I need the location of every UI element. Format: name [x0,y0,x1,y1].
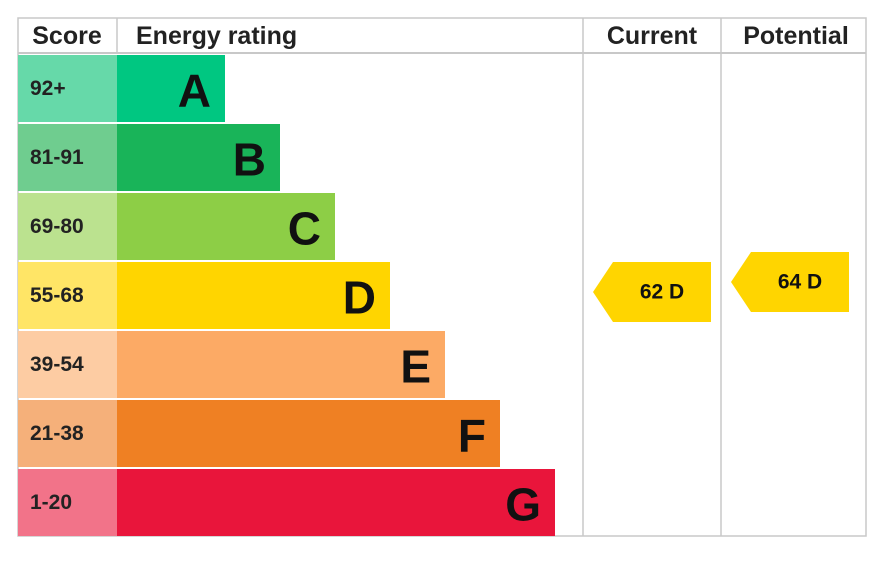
rating-bar [117,469,555,536]
rating-header: Energy rating [136,22,297,50]
score-label: 55-68 [30,284,84,307]
current-label: 62 D [640,281,684,304]
rating-letter: E [400,341,431,393]
potential-label: 64 D [778,271,822,294]
score-label: 81-91 [30,146,84,169]
rating-letter: D [343,272,376,324]
potential-arrow [731,252,849,312]
rating-bar [117,262,390,329]
score-cell [18,193,117,260]
score-label: 69-80 [30,215,84,238]
score-cell [18,124,117,191]
rating-bar [117,55,225,122]
rating-bar [117,400,500,467]
current-arrow [593,262,711,322]
potential-header: Potential [743,22,849,50]
rating-letter: C [288,203,321,255]
rating-letter: B [233,134,266,186]
score-cell [18,331,117,398]
score-cell [18,262,117,329]
score-label: 1-20 [30,491,72,514]
score-cell [18,55,117,122]
rating-letter: F [458,410,486,462]
rating-bar [117,124,280,191]
score-label: 92+ [30,77,66,100]
score-label: 21-38 [30,422,84,445]
rating-bar [117,331,445,398]
rating-bar [117,193,335,260]
score-label: 39-54 [30,353,84,376]
rating-letter: G [505,479,541,531]
score-header: Score [32,22,102,50]
rating-letter: A [178,65,211,117]
score-cell [18,400,117,467]
current-header: Current [607,22,698,50]
score-cell [18,469,117,536]
